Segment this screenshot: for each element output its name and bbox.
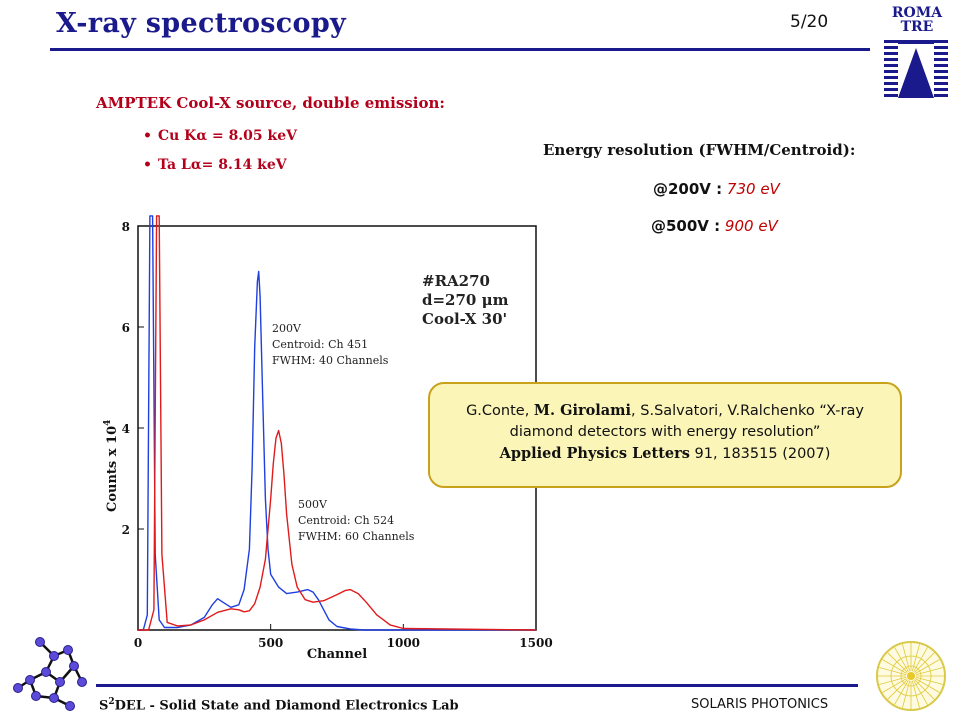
sample-annotation: d=270 μm [422,291,509,309]
slide-title: X-ray spectroscopy [56,8,347,39]
footer-company: SOLARIS PHOTONICS [691,697,829,712]
footer-lab-rest: DEL - Solid State and Diamond Electronic… [114,698,459,714]
logo-line-2: TRE [900,19,934,35]
emission-list: Cu Kα = 8.05 keV Ta Lα= 8.14 keV [143,128,297,186]
solaris-logo-icon [876,641,946,711]
citation-callout: G.Conte, M. Girolami, S.Salvatori, V.Ral… [428,382,902,488]
sample-annotation: Cool-X 30' [422,310,507,328]
annotation-500v: Centroid: Ch 524 [298,514,394,527]
citation-authors: G.Conte, M. Girolami, S.Salvatori, V.Ral… [444,400,886,443]
annotation-200v: Centroid: Ch 451 [272,338,368,351]
resolution-title: Energy resolution (FWHM/Centroid): [543,141,856,159]
resolution-label: @500V : [651,217,721,235]
page-number: 5/20 [790,12,829,32]
x-axis-label: Channel [307,647,367,662]
y-tick-label: 4 [122,422,130,436]
source-title: AMPTEK Cool-X source, double emission: [96,94,445,112]
citation-author-bold: M. Girolami [533,402,632,419]
annotation-500v: FWHM: 60 Channels [298,530,415,543]
footer-lab-name: S2DEL - Solid State and Diamond Electron… [99,697,459,713]
x-tick-label: 0 [134,636,142,650]
x-tick-label: 1500 [519,636,552,650]
citation-authors-pre: G.Conte, [466,403,534,419]
molecule-logo-icon [13,637,87,711]
annotation-200v: 200V [272,322,302,335]
annotation-500v: 500V [298,498,328,511]
emission-item: Cu Kα = 8.05 keV [143,128,297,144]
series-line-200v [138,215,536,631]
citation-title: , S.Salvatori, V.Ralchenko “X-ray diamon… [509,403,864,440]
citation-journal: Applied Physics Letters [499,445,690,462]
y-axis-label: Counts x 104 [103,420,120,512]
footer-lab-superscript: 2 [108,697,115,707]
emission-item: Ta Lα= 8.14 keV [143,157,297,173]
annotation-200v: FWHM: 40 Channels [272,354,389,367]
citation-reference: 91, 183515 (2007) [689,446,831,462]
resolution-value: 730 eV [726,180,780,198]
footer-lab-prefix: S [99,698,109,714]
y-tick-label: 6 [122,321,130,335]
y-tick-label: 8 [122,220,130,234]
x-tick-label: 500 [258,636,283,650]
resolution-row-500v: @500V : 900 eV [651,217,778,235]
university-logo-icon [884,40,948,98]
logo-line-1: ROMA [891,5,943,21]
series-line-500v [138,215,537,631]
sample-annotation: #RA270 [422,272,490,290]
x-tick-label: 1000 [387,636,420,650]
university-logo-text: ROMA TRE [884,6,950,34]
footer-divider [96,684,858,687]
resolution-row-200v: @200V : 730 eV [653,180,780,198]
citation-journal-line: Applied Physics Letters 91, 183515 (2007… [444,443,886,465]
title-divider [50,48,870,51]
resolution-value: 900 eV [724,217,778,235]
y-tick-label: 2 [122,523,130,537]
resolution-label: @200V : [653,180,723,198]
